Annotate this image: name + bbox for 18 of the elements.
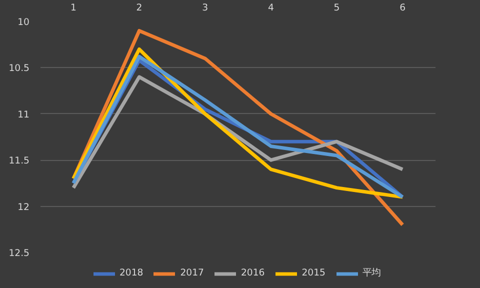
y-tick-label: 11	[18, 109, 30, 120]
x-tick-label: 5	[334, 2, 340, 14]
y-tick-label: 12.5	[8, 248, 30, 259]
x-tick-label: 1	[70, 2, 76, 14]
x-tick-label: 3	[202, 2, 208, 14]
legend-label: 2015	[302, 268, 326, 278]
line-series	[72, 75, 404, 190]
x-tick-label: 4	[268, 2, 274, 14]
x-tick-label: 2	[136, 2, 142, 14]
x-tick-label: 6	[400, 2, 406, 14]
legend-label: 2016	[241, 268, 265, 278]
legend-label: 平均	[362, 266, 382, 280]
y-tick-label: 10.5	[8, 63, 30, 74]
y-tick-label: 11.5	[8, 156, 30, 167]
y-tick-label: 12	[18, 202, 30, 213]
legend-label: 2017	[180, 268, 204, 278]
legend-label: 2018	[120, 268, 144, 278]
y-tick-label: 10	[18, 17, 30, 28]
